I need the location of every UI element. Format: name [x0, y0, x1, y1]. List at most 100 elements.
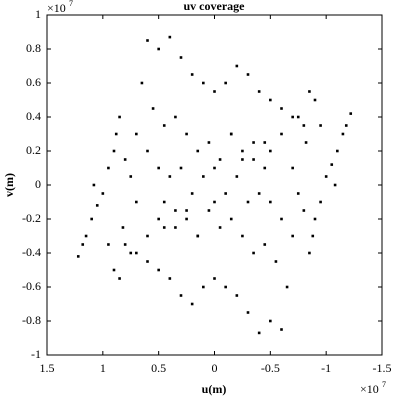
point	[112, 149, 116, 153]
point	[246, 200, 250, 204]
y-tick-label: -0.2	[22, 211, 41, 225]
point	[213, 277, 216, 280]
point	[157, 47, 160, 51]
point	[174, 115, 177, 119]
point	[196, 234, 200, 238]
point	[146, 39, 149, 42]
point	[118, 115, 121, 119]
y-tick-label: 0.2	[26, 143, 41, 157]
point	[235, 294, 239, 297]
point	[190, 302, 194, 306]
point	[308, 90, 311, 93]
point	[168, 175, 172, 178]
point	[311, 234, 315, 238]
point	[118, 277, 121, 280]
point	[151, 107, 155, 110]
x-tick-label: 1.5	[40, 361, 55, 375]
point	[207, 209, 211, 212]
point	[296, 115, 300, 119]
y-tick-label: 1	[35, 7, 41, 21]
point	[76, 255, 80, 258]
point	[146, 260, 149, 263]
y-tick-label: 0.4	[26, 109, 41, 123]
point	[349, 112, 353, 115]
y-tick-label: -1	[31, 347, 41, 361]
point	[319, 124, 322, 127]
x-tick-label: -1.5	[373, 361, 392, 375]
point	[95, 204, 99, 207]
point	[269, 98, 272, 102]
point	[174, 209, 177, 212]
y-scale-base: ×10	[47, 1, 66, 15]
point	[319, 200, 322, 204]
point	[202, 285, 205, 289]
point	[241, 149, 244, 153]
point	[224, 192, 227, 195]
y-scale-exponent: 7	[69, 0, 73, 8]
point	[190, 73, 194, 76]
point	[304, 141, 308, 144]
point	[213, 90, 216, 93]
point	[202, 175, 205, 178]
y-tick-label: -0.8	[22, 313, 41, 327]
point	[185, 209, 188, 212]
point	[252, 158, 255, 161]
x-tick-label: 1	[100, 361, 106, 375]
point	[241, 158, 244, 161]
point	[263, 141, 267, 144]
x-tick-label: 0.5	[151, 361, 166, 375]
point	[291, 234, 294, 238]
point	[135, 251, 138, 255]
point	[218, 226, 222, 229]
point	[269, 200, 272, 204]
point	[213, 200, 216, 204]
point	[341, 132, 345, 136]
point	[285, 285, 289, 289]
point	[92, 183, 96, 187]
point	[179, 56, 183, 59]
point	[162, 124, 166, 127]
x-axis-label: u(m)	[202, 382, 227, 396]
y-tick-label: 0.8	[26, 41, 41, 55]
point	[246, 73, 250, 76]
point	[269, 149, 272, 153]
point	[107, 166, 110, 170]
point	[235, 64, 239, 68]
point	[190, 192, 194, 195]
point	[246, 311, 250, 314]
point	[263, 166, 267, 170]
point	[179, 294, 183, 297]
point	[280, 328, 283, 331]
point	[129, 175, 133, 178]
point	[291, 166, 294, 170]
point	[229, 217, 233, 221]
point	[229, 132, 233, 136]
point	[224, 81, 227, 85]
chart-title: uv coverage	[184, 0, 246, 13]
point	[313, 98, 317, 102]
point	[157, 166, 160, 170]
point	[218, 158, 222, 161]
point	[291, 115, 294, 119]
point	[174, 226, 177, 229]
point	[157, 217, 160, 221]
point	[333, 183, 337, 187]
point	[101, 192, 105, 195]
point	[185, 217, 188, 221]
point	[90, 217, 93, 221]
point	[81, 243, 85, 246]
point	[107, 243, 110, 246]
point	[168, 277, 172, 280]
point	[135, 132, 138, 136]
point	[330, 163, 334, 166]
point	[308, 251, 311, 255]
point	[185, 132, 188, 136]
point	[274, 260, 278, 263]
point	[313, 217, 317, 221]
point	[84, 234, 88, 238]
point	[252, 141, 255, 144]
point	[146, 234, 149, 238]
point	[302, 209, 306, 212]
